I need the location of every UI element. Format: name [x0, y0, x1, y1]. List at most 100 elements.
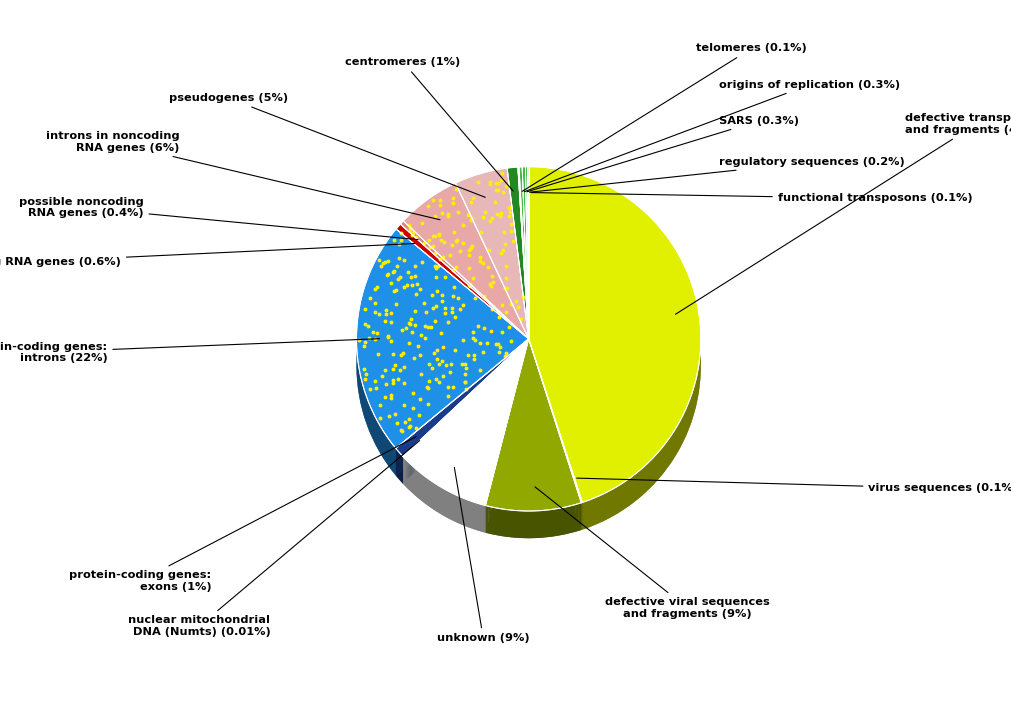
Polygon shape — [536, 510, 538, 538]
Wedge shape — [402, 339, 528, 505]
Polygon shape — [490, 507, 492, 534]
Polygon shape — [433, 482, 434, 510]
Wedge shape — [519, 194, 528, 366]
Polygon shape — [459, 497, 461, 524]
Polygon shape — [643, 466, 644, 495]
Polygon shape — [586, 500, 587, 528]
Wedge shape — [356, 256, 528, 476]
Polygon shape — [575, 504, 576, 531]
Polygon shape — [547, 510, 548, 537]
Polygon shape — [583, 502, 584, 529]
Polygon shape — [607, 492, 608, 519]
Text: unknown (9%): unknown (9%) — [437, 467, 529, 643]
Polygon shape — [587, 500, 588, 528]
Polygon shape — [618, 485, 619, 513]
Polygon shape — [595, 497, 598, 524]
Polygon shape — [578, 503, 579, 531]
Wedge shape — [528, 167, 701, 502]
Polygon shape — [621, 483, 623, 511]
Polygon shape — [612, 489, 614, 516]
Polygon shape — [629, 478, 630, 506]
Polygon shape — [420, 472, 421, 500]
Polygon shape — [521, 511, 523, 538]
Polygon shape — [400, 454, 401, 482]
Polygon shape — [623, 482, 624, 510]
Polygon shape — [572, 505, 573, 533]
Polygon shape — [620, 484, 621, 512]
Wedge shape — [518, 194, 528, 366]
Polygon shape — [427, 478, 428, 505]
Polygon shape — [604, 492, 606, 521]
Polygon shape — [532, 511, 533, 538]
Polygon shape — [551, 509, 553, 536]
Polygon shape — [544, 510, 545, 537]
Polygon shape — [498, 508, 499, 536]
Polygon shape — [608, 491, 610, 518]
Polygon shape — [588, 500, 590, 527]
Polygon shape — [539, 510, 541, 538]
Polygon shape — [637, 471, 638, 500]
Polygon shape — [550, 510, 551, 537]
Polygon shape — [627, 479, 629, 507]
Polygon shape — [652, 457, 653, 485]
Polygon shape — [517, 510, 518, 538]
Polygon shape — [423, 475, 424, 503]
Polygon shape — [438, 485, 439, 513]
Polygon shape — [458, 496, 459, 523]
Polygon shape — [463, 498, 465, 526]
Polygon shape — [527, 511, 529, 538]
Polygon shape — [444, 489, 446, 517]
Polygon shape — [598, 496, 599, 523]
Polygon shape — [473, 502, 475, 530]
Text: possible noncoding
RNA genes (0.4%): possible noncoding RNA genes (0.4%) — [19, 197, 418, 239]
Polygon shape — [511, 510, 512, 537]
Polygon shape — [501, 509, 502, 536]
Wedge shape — [518, 167, 528, 339]
Polygon shape — [466, 500, 467, 527]
Polygon shape — [462, 497, 463, 526]
Polygon shape — [495, 508, 496, 535]
Polygon shape — [417, 470, 418, 498]
Polygon shape — [562, 508, 563, 535]
Polygon shape — [524, 511, 526, 538]
Polygon shape — [454, 494, 455, 522]
Polygon shape — [639, 469, 640, 497]
Polygon shape — [486, 506, 488, 534]
Polygon shape — [514, 510, 515, 538]
Polygon shape — [632, 475, 633, 503]
Polygon shape — [553, 509, 554, 536]
Polygon shape — [469, 500, 470, 529]
Polygon shape — [447, 491, 448, 518]
Text: centromeres (1%): centromeres (1%) — [345, 57, 513, 191]
Wedge shape — [356, 229, 528, 448]
Polygon shape — [648, 461, 649, 489]
Polygon shape — [600, 495, 602, 523]
Polygon shape — [435, 484, 437, 512]
Polygon shape — [542, 510, 544, 538]
Text: defective viral sequences
and fragments (9%): defective viral sequences and fragments … — [535, 487, 768, 619]
Text: SARS (0.3%): SARS (0.3%) — [527, 116, 798, 192]
Polygon shape — [512, 510, 514, 538]
Polygon shape — [442, 487, 443, 515]
Wedge shape — [395, 366, 528, 484]
Polygon shape — [421, 473, 422, 501]
Polygon shape — [475, 502, 476, 530]
Polygon shape — [482, 505, 483, 532]
Polygon shape — [570, 505, 572, 533]
Polygon shape — [504, 509, 506, 536]
Polygon shape — [533, 511, 535, 538]
Polygon shape — [573, 505, 575, 532]
Wedge shape — [395, 224, 528, 339]
Polygon shape — [579, 502, 580, 531]
Polygon shape — [439, 486, 440, 514]
Polygon shape — [415, 468, 416, 496]
Polygon shape — [404, 458, 405, 487]
Polygon shape — [455, 495, 456, 523]
Polygon shape — [428, 479, 429, 507]
Wedge shape — [400, 248, 528, 366]
Polygon shape — [476, 503, 477, 531]
Polygon shape — [610, 490, 611, 518]
Polygon shape — [413, 467, 415, 495]
Polygon shape — [566, 506, 567, 534]
Polygon shape — [635, 473, 636, 501]
